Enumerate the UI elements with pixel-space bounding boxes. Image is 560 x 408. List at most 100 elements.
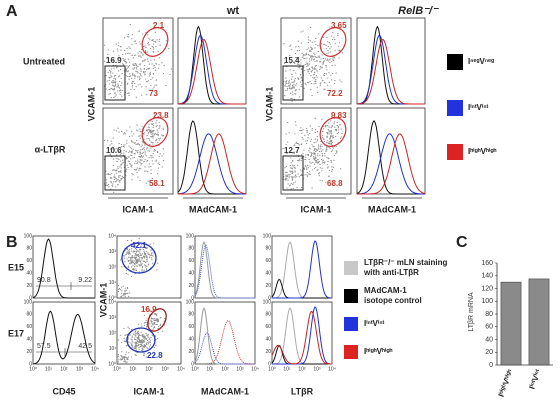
legend-label: LTβR⁻/⁻ mLN staining with anti-LTβR bbox=[363, 258, 448, 277]
histogram-curve bbox=[177, 38, 246, 105]
tick-label: 10⁴ bbox=[91, 366, 99, 372]
legend-label: IⁿᵉᵍVⁿᵉᵍ bbox=[468, 57, 494, 66]
tick-label: 10¹ bbox=[206, 366, 214, 372]
gate-value: 16.9 bbox=[106, 56, 122, 65]
tick-label: 10⁰ bbox=[108, 361, 116, 367]
tick-label: 10⁴ bbox=[108, 299, 116, 305]
tick-label: 0 bbox=[29, 361, 32, 367]
tick-label: 60 bbox=[26, 324, 32, 330]
gate bbox=[282, 155, 304, 191]
tick-label: 10⁰ bbox=[29, 366, 37, 372]
tick-label: 20 bbox=[188, 283, 194, 289]
histogram-curve bbox=[271, 310, 332, 365]
x-axis-label: ICAM-1 bbox=[301, 204, 332, 214]
tick-label: 40 bbox=[26, 271, 32, 277]
tick-label: 100 bbox=[186, 233, 195, 239]
gate-value: 57.5 bbox=[37, 343, 51, 350]
tick-label: 100 bbox=[24, 233, 33, 239]
tick-label: 40 bbox=[265, 271, 271, 277]
tick-label: 100 bbox=[186, 299, 195, 305]
tick-label: 10² bbox=[60, 366, 68, 372]
tick-label: 10¹ bbox=[45, 366, 53, 372]
y-tick-label: 40 bbox=[485, 336, 493, 343]
tick-label: 80 bbox=[188, 246, 194, 252]
tick-label: 10⁴ bbox=[328, 366, 336, 372]
tick-label: 10² bbox=[109, 264, 117, 270]
dot-cloud bbox=[282, 26, 344, 102]
x-axis-label: MAdCAM-1 bbox=[201, 386, 249, 396]
x-axis-label: ICAM-1 bbox=[123, 204, 154, 214]
tick-label: 10³ bbox=[161, 366, 169, 372]
panel-label: A bbox=[6, 3, 18, 20]
tick-label: 10³ bbox=[109, 315, 117, 321]
tick-label: 0 bbox=[268, 361, 271, 367]
gate-value: 23.8 bbox=[153, 111, 169, 120]
row-label: E17 bbox=[8, 328, 24, 338]
y-axis-label: VCAM-1 bbox=[264, 87, 274, 122]
y-axis-label: VCAM-1 bbox=[86, 87, 96, 122]
row-label: E15 bbox=[8, 262, 24, 272]
tick-label: 40 bbox=[188, 337, 194, 343]
gate-value: 72.2 bbox=[327, 89, 343, 98]
tick-label: 10⁰ bbox=[268, 366, 276, 372]
tick-label: 10³ bbox=[76, 366, 84, 372]
y-tick-label: 100 bbox=[481, 298, 493, 305]
histogram-curve bbox=[32, 238, 95, 299]
legend-label: MAdCAM-1 isotope control bbox=[364, 286, 422, 305]
y-tick-label: 0 bbox=[489, 362, 493, 369]
row-label: Untreated bbox=[23, 56, 65, 66]
gate-value: 9.83 bbox=[331, 111, 347, 120]
plot-frame bbox=[32, 301, 96, 365]
gate bbox=[319, 117, 347, 147]
x-tick-label: IʰⁱᵍʰVʰⁱᵍʰ bbox=[496, 368, 515, 398]
histogram-curve bbox=[356, 38, 425, 105]
gate-value: 42.5 bbox=[78, 343, 92, 350]
histogram-curve bbox=[272, 306, 332, 365]
tick-label: 80 bbox=[188, 312, 194, 318]
tick-label: 60 bbox=[188, 324, 194, 330]
legend-swatch bbox=[447, 144, 463, 160]
tick-label: 10⁴ bbox=[177, 366, 185, 372]
legend-label: IʰⁱᵍʰVʰⁱᵍʰ bbox=[468, 146, 496, 156]
tick-label: 100 bbox=[263, 299, 272, 305]
plot-frame bbox=[116, 301, 182, 365]
tick-label: 0 bbox=[191, 361, 194, 367]
histogram-curve bbox=[195, 320, 255, 365]
plot-frame bbox=[194, 301, 256, 365]
gate bbox=[126, 327, 156, 353]
tick-label: 20 bbox=[265, 349, 271, 355]
tick-label: 10² bbox=[221, 366, 229, 372]
tick-label: 40 bbox=[265, 337, 271, 343]
panel-label: C bbox=[456, 234, 468, 251]
tick-label: 10³ bbox=[313, 366, 321, 372]
gate bbox=[141, 27, 169, 57]
tick-label: 60 bbox=[265, 258, 271, 264]
histogram-curve bbox=[178, 133, 246, 195]
tick-label: 80 bbox=[26, 312, 32, 318]
tick-label: 20 bbox=[26, 349, 32, 355]
plot-frame bbox=[102, 17, 174, 105]
gate-value: 90.8 bbox=[37, 277, 51, 284]
tick-label: 60 bbox=[188, 258, 194, 264]
tick-label: 10⁰ bbox=[113, 366, 121, 372]
histogram-curve bbox=[356, 120, 425, 195]
gate bbox=[104, 65, 126, 101]
histogram-curve bbox=[177, 120, 246, 195]
legend-swatch bbox=[344, 289, 358, 303]
histogram-curve bbox=[194, 241, 255, 299]
tick-label: 0 bbox=[268, 295, 271, 301]
tick-label: 20 bbox=[26, 283, 32, 289]
legend-label: IʰⁱᵍʰVʰⁱᵍʰ bbox=[364, 346, 392, 356]
bar bbox=[500, 281, 522, 366]
tick-label: 10⁴ bbox=[108, 233, 116, 239]
gate-value: 2.1 bbox=[153, 21, 165, 30]
gate-value: 22.8 bbox=[147, 351, 163, 360]
y-axis-label: LTβR mRNA bbox=[468, 292, 475, 332]
x-axis-label: LTβR bbox=[291, 386, 314, 396]
tick-label: 60 bbox=[265, 324, 271, 330]
legend-swatch bbox=[447, 54, 463, 70]
row-label: α-LTβR bbox=[35, 144, 66, 154]
tick-label: 10¹ bbox=[283, 366, 291, 372]
y-axis-label: VCAM-1 bbox=[98, 283, 108, 318]
